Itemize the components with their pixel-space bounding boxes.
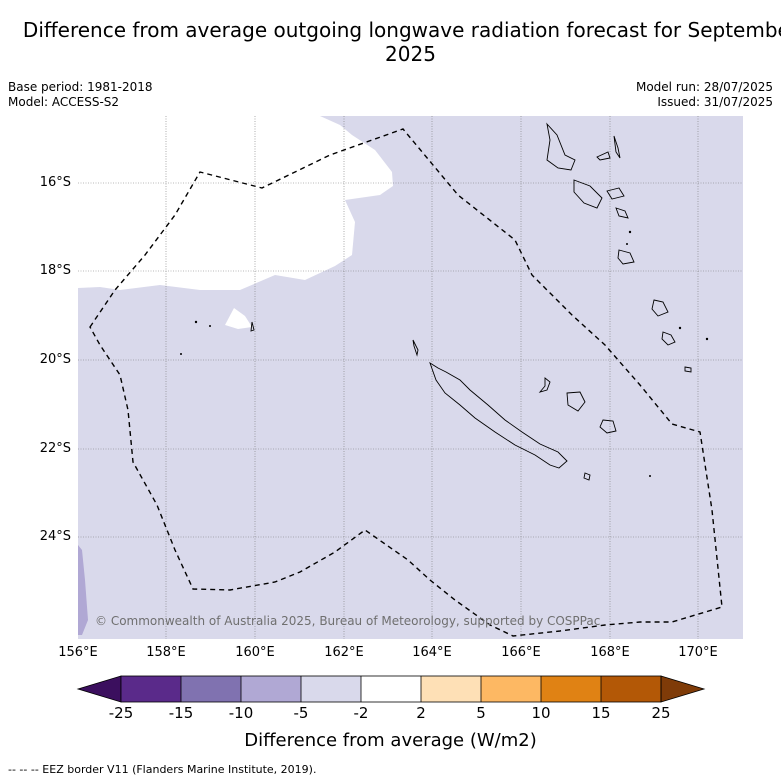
colorbar-bin-9 — [601, 676, 661, 702]
colorbar-bin-4 — [301, 676, 361, 702]
colorbar-bin-6 — [421, 676, 481, 702]
colorbar-bin-3 — [241, 676, 301, 702]
lon-label-162e: 162°E — [324, 645, 364, 660]
coast-ambrym — [606, 187, 625, 200]
eez-border — [89, 128, 723, 637]
coast-erromango — [651, 299, 669, 317]
coast-pines — [583, 472, 591, 481]
purple-patch — [78, 545, 88, 635]
colorbar-tick: -25 — [108, 704, 134, 722]
colorbar-tick: -5 — [293, 704, 309, 722]
colorbar-tick: -10 — [228, 704, 254, 722]
lon-label-164e: 164°E — [412, 645, 452, 660]
islet-2 — [209, 325, 211, 327]
islet-4 — [678, 326, 682, 330]
colorbar-arrow-right — [660, 675, 706, 703]
coast-lifou — [566, 391, 586, 412]
colorbar-outline — [120, 675, 662, 703]
lon-label-168e: 168°E — [590, 645, 630, 660]
coast-aneityum — [684, 366, 692, 373]
coast-espiritu-santo — [546, 122, 576, 171]
colorbar — [76, 675, 706, 703]
colorbar-tick: 10 — [531, 704, 551, 722]
coast-malekula — [573, 179, 603, 209]
meta-right: Model run: 28/07/2025 Issued: 31/07/2025 — [636, 80, 773, 110]
white-patch — [225, 308, 252, 329]
coast-maewo — [613, 135, 621, 159]
map-title: Difference from average outgoing longwav… — [22, 18, 781, 66]
lon-label-166e: 166°E — [501, 645, 541, 660]
lat-label-16s: 16°S — [39, 175, 71, 190]
lon-label-160e: 160°E — [235, 645, 275, 660]
lat-label-24s: 24°S — [39, 529, 71, 544]
colorbar-bin-5 — [361, 676, 421, 702]
colorbar-tick: -2 — [353, 704, 369, 722]
islet-7 — [628, 230, 632, 234]
coast-ouvea — [538, 377, 551, 393]
islet-8 — [626, 243, 628, 245]
lon-label-156e: 156°E — [58, 645, 98, 660]
coast-tanna — [661, 331, 676, 346]
islet-6 — [649, 475, 651, 477]
lon-label-170e: 170°E — [678, 645, 718, 660]
colorbar-tick: 25 — [651, 704, 671, 722]
coast-new-caledonia — [429, 361, 568, 469]
gridlines — [78, 116, 743, 639]
model-name: Model: ACCESS-S2 — [8, 95, 120, 109]
colorbar-arrow-left — [76, 675, 122, 703]
colorbar-tick: 15 — [591, 704, 611, 722]
white-region — [78, 116, 393, 290]
copyright-credit: © Commonwealth of Australia 2025, Bureau… — [95, 614, 601, 628]
lat-label-22s: 22°S — [39, 441, 71, 456]
colorbar-bin-7 — [481, 676, 541, 702]
colorbar-bin-2 — [181, 676, 241, 702]
model-run: Model run: 28/07/2025 — [635, 80, 773, 94]
colorbar-bin-8 — [541, 676, 601, 702]
islet-5 — [705, 337, 709, 341]
islet-1 — [194, 320, 198, 324]
islet-3 — [180, 353, 182, 355]
coast-belep — [412, 339, 419, 357]
colorbar-tick: 2 — [416, 704, 426, 722]
meta-left: Base period: 1981-2018 Model: ACCESS-S2 — [8, 80, 153, 110]
colorbar-tick: 5 — [476, 704, 486, 722]
coast-small-reef — [250, 321, 255, 332]
colorbar-bin-1 — [121, 676, 181, 702]
lon-label-158e: 158°E — [146, 645, 186, 660]
base-period: Base period: 1981-2018 — [8, 80, 153, 94]
lat-label-20s: 20°S — [39, 352, 71, 367]
colorbar-tick: -15 — [168, 704, 194, 722]
issued-date: Issued: 31/07/2025 — [657, 95, 773, 109]
coast-ambae — [596, 151, 611, 161]
coast-mare — [599, 419, 617, 434]
coast-efate — [617, 249, 635, 265]
colorbar-title: Difference from average (W/m2) — [244, 730, 537, 751]
lat-label-18s: 18°S — [39, 263, 71, 278]
coast-epi — [615, 207, 629, 219]
eez-legend-note: -- -- -- EEZ border V11 (Flanders Marine… — [8, 763, 317, 776]
